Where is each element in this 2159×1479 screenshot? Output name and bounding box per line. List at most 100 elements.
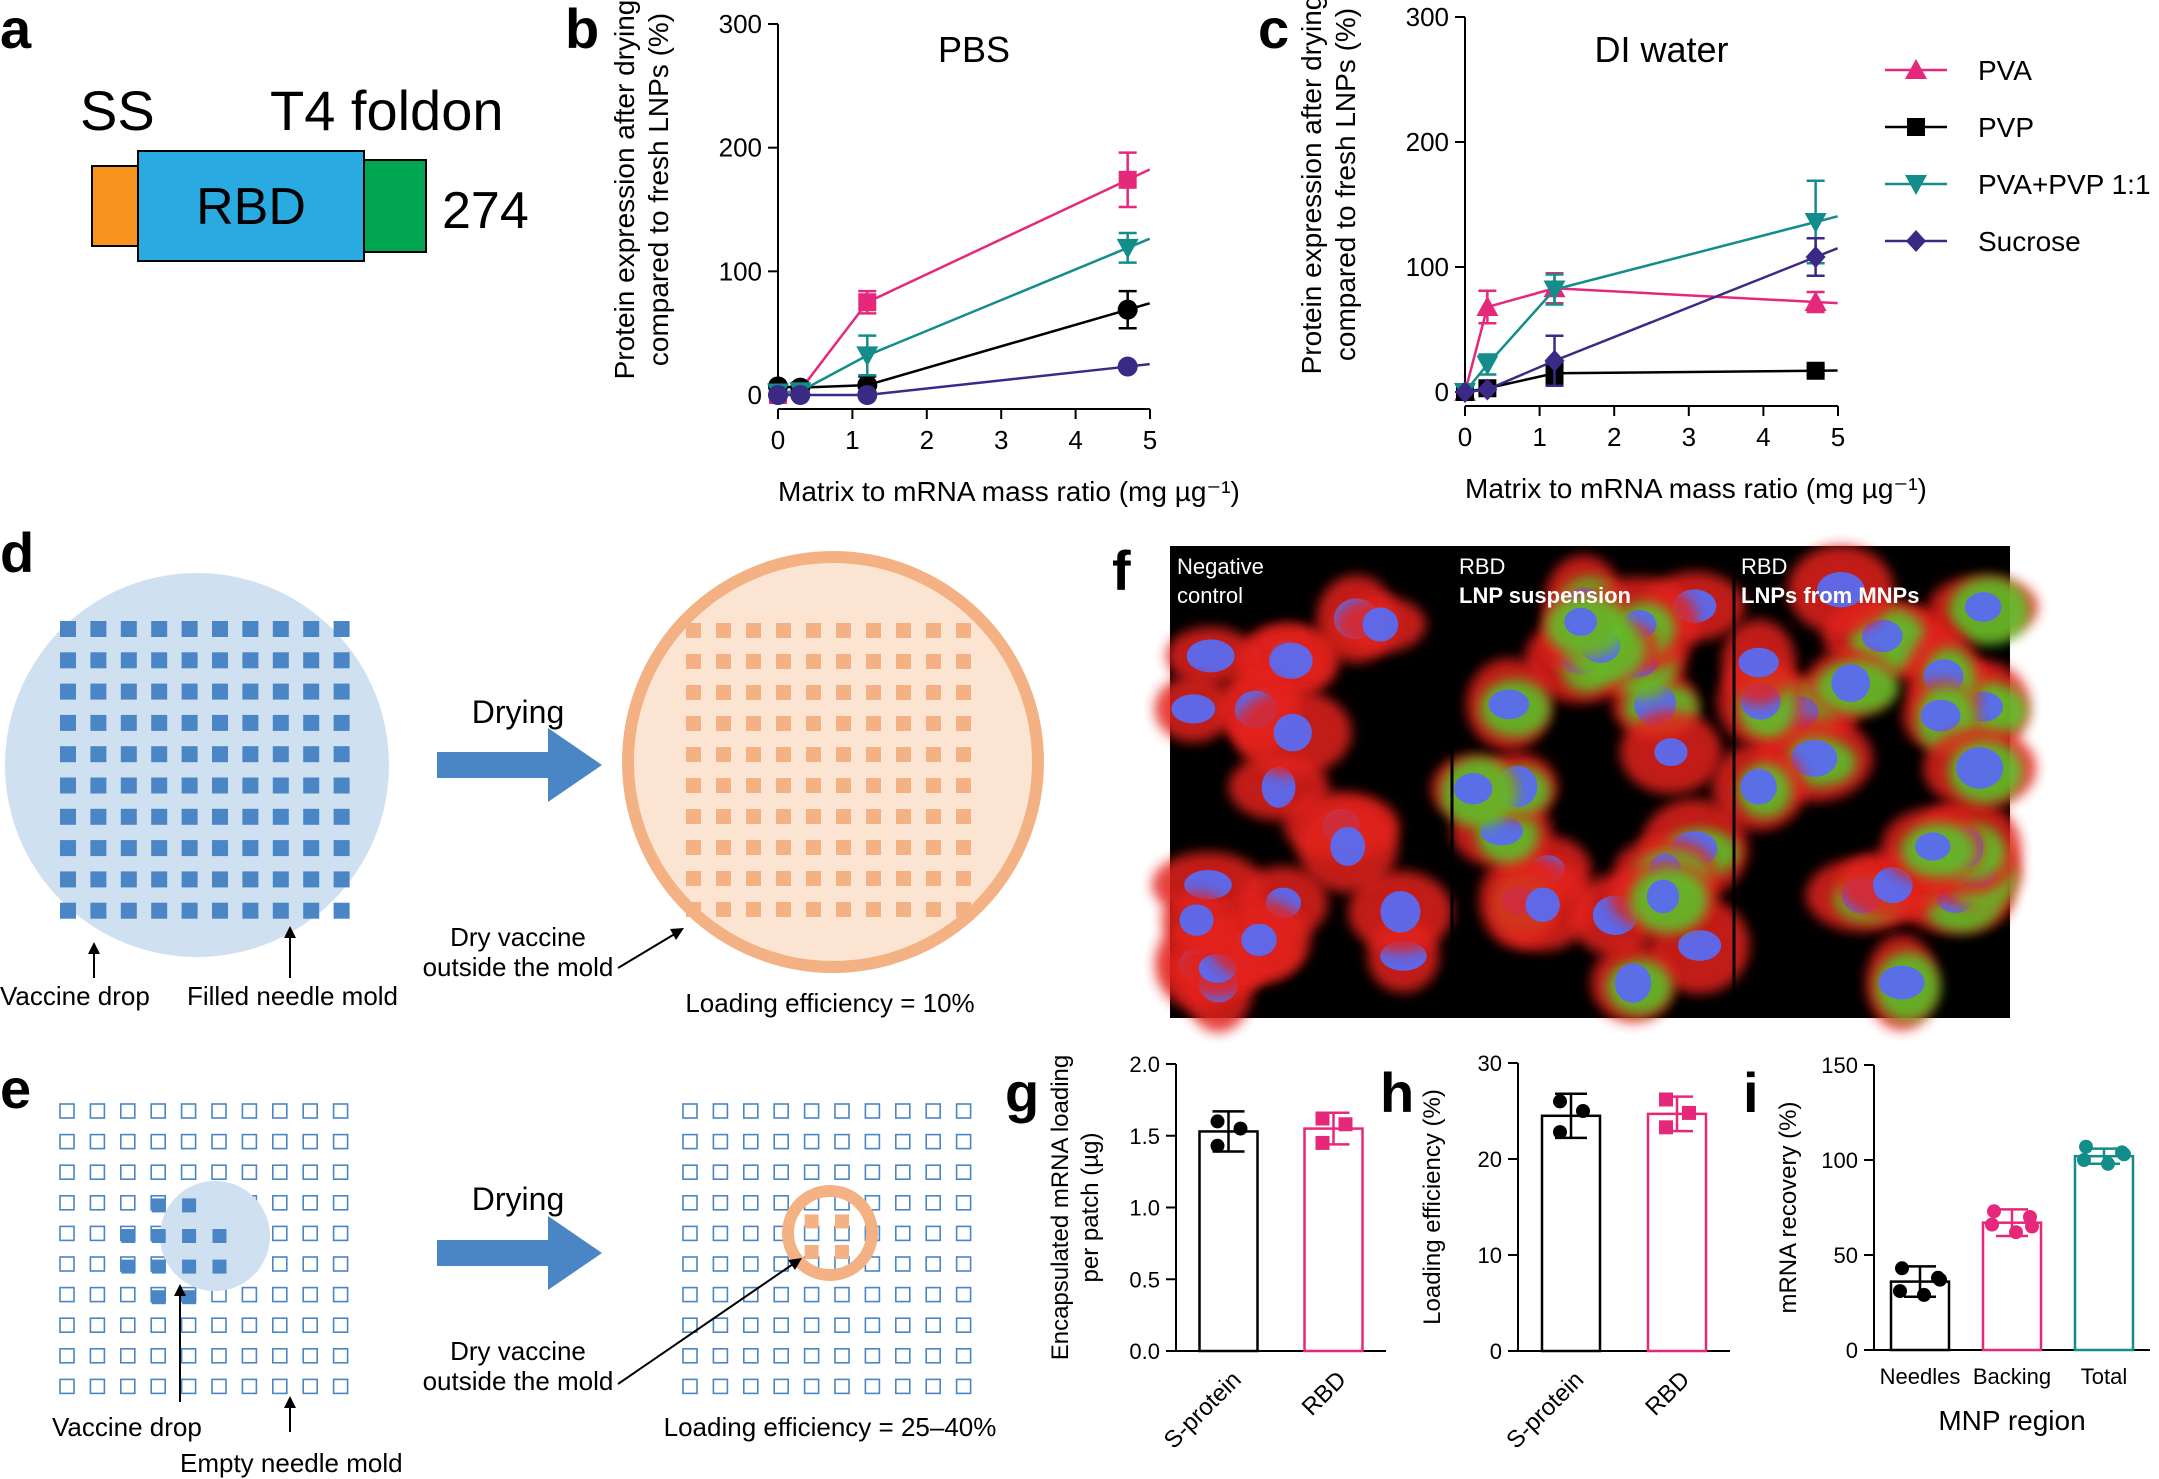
empty-needle-cell <box>241 1103 258 1119</box>
empty-needle-cell <box>894 1256 911 1272</box>
empty-needle-cell <box>864 1164 881 1180</box>
empty-needle-cell <box>864 1317 881 1333</box>
empty-needle-cell <box>241 1286 258 1303</box>
empty-needle-cell <box>773 1317 790 1333</box>
dried-needle-cell <box>746 902 761 917</box>
needle-cell <box>90 777 107 794</box>
empty-needle-cell <box>894 1164 911 1180</box>
dried-needle-cell <box>866 809 881 824</box>
empty-needle-cell <box>89 1225 106 1242</box>
filled-needle-cell <box>182 1229 197 1243</box>
arrowhead-icon <box>284 926 296 938</box>
empty-needle-cell <box>180 1103 197 1119</box>
legend: PVA PVP PVA+PVP 1:1 Sucrose <box>1885 55 2151 257</box>
empty-needle-cell <box>150 1317 166 1333</box>
needle-cell <box>242 683 259 700</box>
dried-needle-cell <box>686 840 701 855</box>
empty-needle-cell <box>120 1348 136 1364</box>
needle-cell <box>151 871 168 888</box>
empty-needle-cell <box>120 1317 136 1333</box>
empty-needle-cell <box>955 1103 972 1119</box>
x-tick-label: 0 <box>1458 422 1472 452</box>
loading-efficiency-label: Loading efficiency = 10% <box>685 988 974 1018</box>
dried-needle-cell <box>896 778 911 793</box>
empty-needle-cell <box>59 1256 75 1272</box>
panel-f-microscopy: Negative control RBD LNP suspension RBD … <box>1152 545 2038 1033</box>
image-1-label-1: Negative <box>1177 554 1264 579</box>
cell-nucleus <box>1241 923 1277 957</box>
data-point <box>2101 1156 2115 1171</box>
x-tick-label: S-protein <box>1501 1366 1589 1454</box>
empty-needle-cell <box>150 1378 166 1395</box>
x-axis-label: MNP region <box>1938 1405 2085 1436</box>
arrow-dry-vaccine-e <box>617 1261 797 1385</box>
dried-needle-cell <box>896 747 911 762</box>
panel-e-diagram: Drying Vaccine drop Empty needle mold Dr… <box>52 1103 996 1478</box>
needle-cell <box>303 808 320 825</box>
microscopy-negative-control <box>1152 575 1453 1033</box>
empty-needle-cell <box>59 1317 75 1333</box>
chart-title: DI water <box>1594 29 1728 70</box>
dried-needle-cell <box>686 685 701 700</box>
ss-domain <box>91 165 141 247</box>
legend-marker-icon <box>1905 175 1927 195</box>
dried-needle-cell <box>806 716 821 731</box>
data-point <box>1117 299 1138 320</box>
empty-needle-cell <box>302 1225 319 1242</box>
dried-needle-cell <box>716 902 731 917</box>
cell-nucleus <box>1654 738 1688 767</box>
empty-needle-cell <box>925 1195 942 1211</box>
empty-needle-cell <box>682 1286 698 1303</box>
empty-needle-cell <box>59 1378 75 1395</box>
dry-vaccine-label-2: outside the mold <box>423 952 614 982</box>
dried-needle-cell <box>836 747 851 762</box>
dried-needle-cell <box>926 716 941 731</box>
empty-needle-cell <box>271 1103 288 1119</box>
y-tick-label: 10 <box>1478 1243 1502 1268</box>
dried-needle-cell <box>806 809 821 824</box>
empty-needle-cell <box>89 1103 106 1119</box>
y-tick-label: 0 <box>748 380 762 410</box>
dried-needle-cell <box>806 654 821 669</box>
dry-vaccine-label-1: Dry vaccine <box>450 922 586 952</box>
bar-chart-loading-efficiency: 0 10 20 30 S-protein RBD Loading efficiency (%… <box>1419 1051 1730 1454</box>
empty-needle-cell <box>241 1378 258 1395</box>
dried-needle-cell <box>746 871 761 886</box>
empty-needle-cell <box>955 1286 972 1303</box>
empty-needle-cell <box>894 1225 911 1242</box>
empty-needle-cell <box>712 1195 729 1211</box>
dried-needle-cell <box>956 840 971 855</box>
needle-cell <box>181 714 198 731</box>
chart-title: PBS <box>938 29 1010 70</box>
empty-needle-cell <box>682 1317 698 1333</box>
empty-needle-cell <box>834 1348 850 1364</box>
empty-needle-cell <box>120 1164 136 1180</box>
empty-needle-cell <box>955 1378 972 1395</box>
empty-needle-cell <box>332 1317 349 1333</box>
data-point <box>1806 361 1825 380</box>
empty-needle-cell <box>302 1317 319 1333</box>
cell-nucleus <box>1453 773 1493 805</box>
bar-chart-mrna-recovery: 0 50 100 150 Needles Backing Total mRNA recover… <box>1775 1053 2150 1436</box>
empty-needle-cell <box>271 1133 288 1150</box>
empty-needle-cell <box>742 1348 759 1364</box>
dried-needle-cell <box>686 716 701 731</box>
dried-needle-cell <box>716 809 731 824</box>
y-tick-label: 0 <box>1490 1339 1502 1364</box>
arrow-dry-vaccine <box>617 931 679 969</box>
needle-cell <box>181 808 198 825</box>
panel-letter-b: b <box>565 0 599 60</box>
y-tick-label: 0.0 <box>1129 1339 1160 1364</box>
needle-cell <box>272 714 289 731</box>
t4-label: T4 foldon <box>270 79 504 142</box>
bar <box>1646 1112 1708 1353</box>
y-tick-label: 0 <box>1846 1338 1858 1363</box>
x-tick-label: S-protein <box>1159 1366 1247 1454</box>
dried-needle-cell <box>776 840 791 855</box>
empty-needle-cell <box>712 1378 729 1395</box>
data-point <box>1895 1261 1909 1276</box>
empty-needle-cell <box>332 1103 349 1119</box>
needle-cell <box>90 683 107 700</box>
arrowhead-icon <box>88 942 100 954</box>
